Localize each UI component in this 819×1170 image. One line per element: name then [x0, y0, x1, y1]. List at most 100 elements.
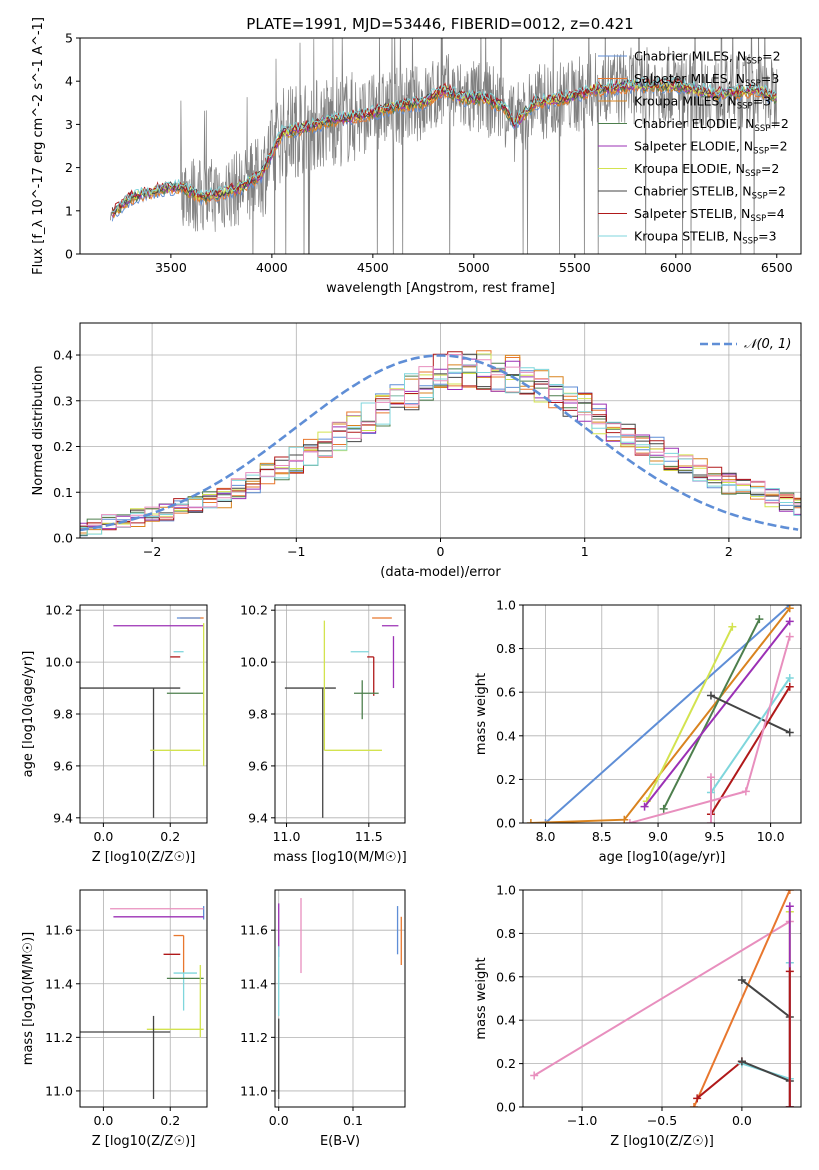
x-axis-label: Z [log10(Z/Z☉)] — [92, 1134, 196, 1149]
legend-label: Salpeter STELIB, NSSP=4 — [634, 206, 785, 224]
y-tick-label: 3 — [65, 117, 73, 132]
legend-subscript: SSP — [752, 192, 768, 202]
x-tick-label: 4000 — [256, 260, 288, 275]
weight-line — [645, 626, 734, 802]
x-tick-label: 6500 — [761, 260, 793, 275]
weight-line — [741, 1060, 791, 1082]
y-axis-label: Flux [f_λ 10^-17 erg cm^-2 s^-1 A^-1] — [31, 17, 46, 275]
y-axis-label: age [log10(age/yr)] — [21, 651, 36, 778]
plot-area — [530, 890, 794, 1107]
y-tick-label: 0.0 — [53, 531, 73, 546]
plus-marker — [640, 802, 649, 811]
panel-mass-vs-EBV: 0.0 0.1 11.0 11.2 11.4 11.6 E(B-V) — [240, 889, 406, 1149]
weight-line — [710, 677, 791, 794]
y-tick-label: 0.2 — [496, 1056, 516, 1071]
legend-subscript: SSP — [742, 237, 758, 247]
y-tick-label: 0.4 — [53, 348, 73, 363]
y-tick-label: 9.6 — [53, 758, 73, 773]
panel-age-vs-mass: 11.0 11.5 9.4 9.6 9.8 10.0 10.2 mass [log10(M/M… — [240, 603, 407, 865]
histogram-step — [80, 353, 801, 535]
x-tick-label: 6000 — [660, 260, 692, 275]
plus-marker — [530, 1071, 539, 1080]
x-tick-label: 10.0 — [757, 829, 785, 844]
x-axis-label: Z [log10(Z/Z☉)] — [92, 850, 196, 865]
legend-subscript: SSP — [745, 169, 761, 179]
y-tick-label: 10.2 — [240, 603, 268, 618]
legend-value: =2 — [761, 161, 779, 176]
panel-weight-vs-Z: −1.0 −0.5 0.0 0.0 0.2 0.4 0.6 0.8 1.0 Z [log10(Z/… — [474, 883, 802, 1149]
y-tick-label: 9.8 — [248, 707, 268, 722]
plus-marker — [737, 976, 746, 985]
plot-area — [284, 617, 399, 818]
legend-label: Salpeter ELODIE, NSSP=2 — [634, 139, 788, 157]
panel-residuals: −2 −1 0 1 2 0.0 0.1 0.2 0.3 0.4 (data-model)/error… — [31, 322, 802, 580]
y-tick-label: 0.8 — [496, 926, 516, 941]
model-line — [111, 79, 777, 214]
legend-subscript: SSP — [754, 124, 770, 134]
plus-marker — [785, 728, 794, 737]
y-tick-label: 11.4 — [240, 976, 268, 991]
plus-marker — [785, 605, 794, 613]
y-tick-label: 0 — [65, 247, 73, 262]
x-axis-label: mass [log10(M/M☉)] — [273, 850, 406, 865]
x-tick-label: 0.0 — [93, 829, 113, 844]
y-tick-label: 9.4 — [53, 810, 73, 825]
legend-value: =2 — [768, 184, 786, 199]
plus-marker — [785, 674, 794, 683]
x-tick-label: 3500 — [155, 260, 187, 275]
y-tick-label: 0.0 — [496, 816, 516, 831]
x-tick-label: 1 — [581, 544, 589, 559]
legend-label: 𝒩(0, 1) — [744, 337, 791, 352]
x-tick-label: 0.0 — [93, 1113, 113, 1128]
normal-curve — [80, 354, 799, 532]
y-tick-label: 11.6 — [240, 923, 268, 938]
weight-line — [710, 686, 791, 815]
x-tick-label: 0.0 — [269, 1113, 289, 1128]
plot-area — [80, 906, 205, 1099]
plus-marker — [659, 804, 668, 813]
plus-marker — [706, 773, 715, 782]
x-axis-label: Z [log10(Z/Z☉)] — [610, 1134, 714, 1149]
histogram-step — [80, 364, 801, 535]
y-tick-label: 10.2 — [45, 603, 73, 618]
plus-marker — [620, 815, 629, 823]
x-tick-label: 2 — [725, 544, 733, 559]
x-axis-label: wavelength [Angstrom, rest frame] — [326, 281, 555, 296]
legend-label: Chabrier MILES, NSSP=2 — [634, 49, 781, 67]
weight-line — [710, 694, 791, 734]
x-tick-label: 0 — [437, 544, 445, 559]
x-tick-label: 0.0 — [732, 1113, 752, 1128]
axes-frame — [79, 889, 208, 1108]
plot-area — [526, 605, 794, 823]
plus-marker — [755, 615, 764, 624]
plus-marker — [728, 622, 737, 631]
plus-marker — [785, 890, 794, 894]
legend-label: Kroupa ELODIE, NSSP=2 — [634, 161, 779, 179]
x-tick-label: 0.2 — [160, 829, 180, 844]
legend-value: =4 — [766, 206, 784, 221]
y-tick-label: 0.0 — [496, 1100, 516, 1115]
plus-marker — [785, 682, 794, 691]
weight-line — [643, 620, 791, 808]
y-tick-label: 1.0 — [496, 598, 516, 613]
x-tick-label: 9.5 — [704, 829, 724, 844]
legend-value: =2 — [770, 116, 788, 131]
x-tick-label: −2 — [143, 544, 161, 559]
y-tick-label: 1.0 — [496, 883, 516, 898]
legend-value: =2 — [769, 139, 787, 154]
legend-subscript: SSP — [750, 214, 766, 224]
x-tick-label: 5000 — [458, 260, 490, 275]
legend-subscript: SSP — [745, 79, 761, 89]
y-tick-label: 5 — [65, 31, 73, 46]
histogram-step — [80, 362, 801, 536]
y-tick-label: 4 — [65, 74, 73, 89]
panel-age-vs-Z: 0.0 0.2 9.4 9.6 9.8 10.0 10.2 Z [log10(Z/Z☉)] ag… — [21, 603, 208, 865]
panel-mass-vs-Z: 0.0 0.2 11.0 11.2 11.4 11.6 Z [log10(Z/Z☉)] mas… — [21, 889, 208, 1149]
plus-marker — [689, 1103, 698, 1107]
y-tick-label: 10.0 — [240, 655, 268, 670]
x-tick-label: 8.5 — [592, 829, 612, 844]
y-tick-label: 0.1 — [53, 485, 73, 500]
model-line — [111, 78, 777, 215]
plus-marker — [706, 819, 715, 823]
